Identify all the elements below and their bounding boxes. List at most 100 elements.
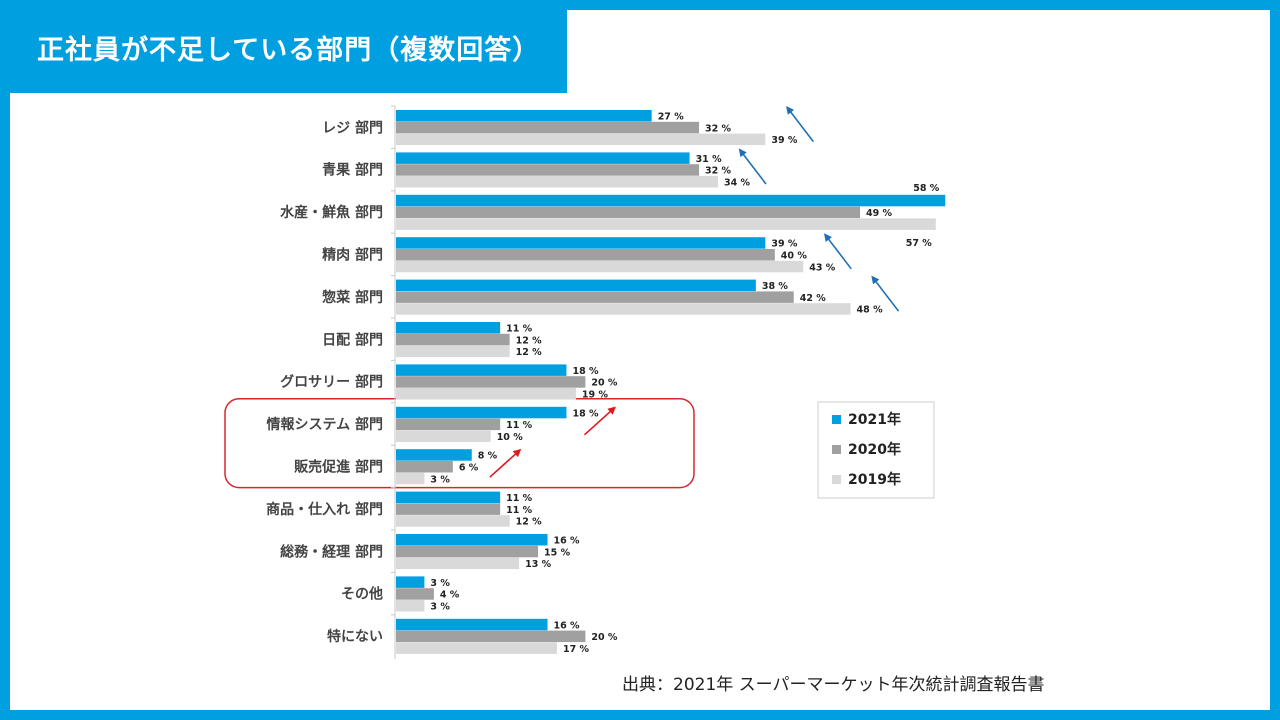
bar-総務-経理-部門-2019年	[396, 557, 520, 570]
value-label-レジ-部門-2021年: 27 %	[658, 112, 685, 123]
bar-特にない-2019年	[396, 642, 557, 654]
value-label-青果-部門-2019年: 34 %	[724, 178, 751, 189]
bar-情報システム-部門-2021年	[396, 406, 567, 419]
title-band: 正社員が不足している部門（複数回答）	[10, 10, 567, 93]
bar-青果-部門-2021年	[396, 152, 690, 164]
bar-販売促進-部門-2021年	[396, 449, 472, 461]
bar-その他-2021年	[396, 576, 425, 588]
category-label-商品-仕入れ-部門: 商品・仕入れ 部門	[266, 501, 383, 518]
source-caption: 出典：2021年 スーパーマーケット年次統計調査報告書	[622, 675, 1045, 695]
value-label-グロサリー-部門-2020年: 20 %	[591, 378, 618, 389]
bar-精肉-部門-2019年	[396, 260, 804, 273]
category-label-レジ-部門: レジ 部門	[322, 119, 383, 136]
value-label-惣菜-部門-2020年: 42 %	[800, 293, 827, 304]
category-label-水産-鮮魚-部門: 水産・鮮魚 部門	[280, 204, 383, 221]
legend-label-2020年: 2020年	[848, 441, 901, 458]
bar-販売促進-部門-2020年	[396, 461, 453, 473]
value-label-精肉-部門-2019年: 43 %	[809, 262, 836, 273]
bar-総務-経理-部門-2021年	[396, 534, 548, 546]
bar-商品-仕入れ-部門-2021年	[396, 491, 501, 504]
bar-商品-仕入れ-部門-2020年	[396, 503, 501, 515]
increase-arrow-販売促進-部門	[489, 448, 522, 478]
legend-label-2021年: 2021年	[848, 411, 901, 428]
value-label-情報システム-部門-2021年: 18 %	[572, 408, 599, 419]
category-label-情報システム-部門: 情報システム 部門	[267, 416, 383, 433]
value-label-精肉-部門-2021年: 39 %	[771, 239, 798, 250]
bar-グロサリー-部門-2019年	[396, 388, 576, 400]
value-label-その他-2020年: 4 %	[440, 590, 460, 601]
legend-swatch-2021年	[832, 415, 841, 424]
legend-label-2019年: 2019年	[848, 471, 901, 488]
page-title: 正社員が不足している部門（複数回答）	[37, 35, 541, 66]
bar-情報システム-部門-2019年	[396, 430, 491, 442]
value-label-商品-仕入れ-部門-2020年: 11 %	[506, 505, 533, 516]
category-label-グロサリー-部門: グロサリー 部門	[280, 374, 383, 391]
value-label-レジ-部門-2019年: 39 %	[771, 135, 798, 146]
value-label-情報システム-部門-2020年: 11 %	[506, 420, 533, 431]
category-label-精肉-部門: 精肉 部門	[322, 246, 383, 263]
value-label-グロサリー-部門-2021年: 18 %	[572, 366, 599, 377]
bar-青果-部門-2020年	[396, 164, 700, 176]
slide: 正社員が不足している部門（複数回答） レジ 部門 27 % 32 % 39 % 青果 部…	[10, 10, 1270, 710]
value-label-その他-2021年: 3 %	[430, 578, 450, 589]
bar-特にない-2020年	[396, 630, 586, 643]
bar-グロサリー-部門-2021年	[396, 364, 567, 376]
value-label-水産-鮮魚-部門-2021年: 58 %	[913, 183, 940, 194]
category-label-惣菜-部門: 惣菜 部門	[322, 289, 383, 306]
value-label-惣菜-部門-2019年: 48 %	[857, 305, 884, 316]
bar-惣菜-部門-2019年	[396, 303, 851, 315]
bar-日配-部門-2020年	[396, 333, 510, 346]
bar-精肉-部門-2020年	[396, 249, 775, 261]
bar-商品-仕入れ-部門-2019年	[396, 515, 510, 527]
bar-レジ-部門-2019年	[396, 133, 766, 146]
value-label-レジ-部門-2020年: 32 %	[705, 123, 732, 134]
bar-総務-経理-部門-2020年	[396, 545, 539, 558]
bar-その他-2020年	[396, 588, 434, 600]
value-label-水産-鮮魚-部門-2019年: 57 %	[906, 238, 933, 249]
bar-その他-2019年	[396, 600, 425, 612]
legend-swatch-2019年	[832, 475, 841, 484]
value-label-特にない-2019年: 17 %	[563, 644, 590, 655]
bar-惣菜-部門-2021年	[396, 279, 756, 292]
bar-日配-部門-2019年	[396, 345, 510, 358]
category-label-総務-経理-部門: 総務・経理 部門	[280, 543, 383, 560]
value-label-日配-部門-2019年: 12 %	[516, 347, 543, 358]
value-label-販売促進-部門-2019年: 3 %	[430, 474, 450, 485]
value-label-青果-部門-2021年: 31 %	[696, 154, 723, 165]
category-label-日配-部門: 日配 部門	[322, 331, 383, 348]
bar-青果-部門-2019年	[396, 176, 718, 188]
value-label-特にない-2021年: 16 %	[554, 620, 581, 631]
value-label-精肉-部門-2020年: 40 %	[781, 251, 808, 262]
bar-水産-鮮魚-部門-2019年	[396, 218, 936, 230]
bar-レジ-部門-2021年	[396, 110, 652, 122]
value-label-情報システム-部門-2019年: 10 %	[497, 432, 524, 443]
value-label-総務-経理-部門-2019年: 13 %	[525, 559, 552, 570]
value-label-水産-鮮魚-部門-2020年: 49 %	[866, 208, 893, 219]
decline-arrow-精肉-部門	[823, 233, 852, 270]
value-label-その他-2019年: 3 %	[430, 602, 450, 613]
value-label-惣菜-部門-2021年: 38 %	[762, 281, 789, 292]
increase-arrow-情報システム-部門	[583, 406, 616, 436]
legend-swatch-2020年	[832, 445, 841, 454]
bar-グロサリー-部門-2020年	[396, 376, 586, 388]
category-label-販売促進-部門: 販売促進 部門	[294, 458, 383, 475]
value-label-グロサリー-部門-2019年: 19 %	[582, 390, 609, 401]
bar-日配-部門-2021年	[396, 322, 501, 334]
decline-arrow-レジ-部門	[786, 106, 814, 143]
value-label-総務-経理-部門-2020年: 15 %	[544, 547, 571, 558]
bar-惣菜-部門-2020年	[396, 291, 794, 303]
value-label-青果-部門-2020年: 32 %	[705, 166, 732, 177]
value-label-日配-部門-2020年: 12 %	[516, 335, 543, 346]
value-label-商品-仕入れ-部門-2019年: 12 %	[516, 517, 543, 528]
bar-水産-鮮魚-部門-2020年	[396, 206, 861, 219]
value-label-商品-仕入れ-部門-2021年: 11 %	[506, 493, 533, 504]
value-label-特にない-2020年: 20 %	[591, 632, 618, 643]
value-label-販売促進-部門-2020年: 6 %	[459, 463, 479, 474]
bar-情報システム-部門-2020年	[396, 418, 501, 431]
bar-精肉-部門-2021年	[396, 237, 766, 249]
bar-水産-鮮魚-部門-2021年	[396, 194, 946, 207]
category-label-その他: その他	[341, 586, 383, 603]
category-label-青果-部門: 青果 部門	[322, 162, 383, 179]
bar-販売促進-部門-2019年	[396, 472, 425, 485]
